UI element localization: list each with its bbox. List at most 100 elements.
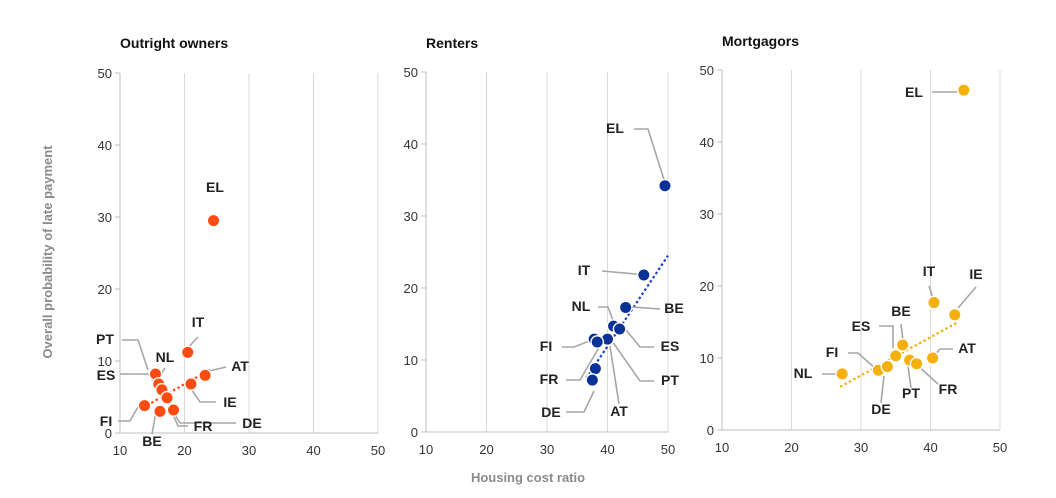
point-label-be: BE — [664, 300, 683, 316]
x-tick-label: 20 — [479, 442, 493, 457]
point-label-el: EL — [905, 84, 923, 100]
x-tick-label: 50 — [661, 442, 675, 457]
data-point-it — [636, 268, 651, 282]
y-tick-label: 30 — [404, 209, 418, 224]
leader-line-es — [625, 329, 654, 348]
leader-line-pt — [611, 340, 654, 382]
y-tick-label: 40 — [404, 137, 418, 152]
y-tick-label: 10 — [98, 354, 112, 369]
leader-line-fr — [566, 338, 605, 381]
x-tick-label: 30 — [854, 440, 868, 455]
y-tick-label: 30 — [98, 210, 112, 225]
y-tick-label: 50 — [700, 63, 714, 78]
panel-title: Renters — [426, 35, 478, 51]
data-point-nl — [835, 366, 850, 381]
x-tick-label: 10 — [715, 440, 729, 455]
panel-title: Mortgagors — [722, 33, 799, 49]
x-tick-label: 20 — [784, 440, 798, 455]
leader-line-de — [880, 375, 885, 404]
data-point-de — [880, 359, 895, 374]
point-label-at: AT — [958, 340, 976, 356]
y-tick-label: 0 — [105, 426, 112, 441]
data-point-ie — [184, 377, 198, 391]
point-label-be: BE — [891, 303, 910, 319]
point-label-it: IT — [923, 263, 936, 279]
point-label-ie: IE — [223, 394, 236, 410]
point-label-at: AT — [231, 358, 249, 374]
x-tick-label: 20 — [177, 443, 191, 458]
point-label-fi: FI — [100, 413, 112, 429]
point-label-be: BE — [142, 433, 161, 449]
panel-title: Outright owners — [120, 35, 228, 51]
point-label-nl: NL — [572, 298, 591, 314]
leader-line-el — [634, 128, 667, 187]
data-point-es — [612, 322, 627, 336]
point-label-pt: PT — [902, 385, 920, 401]
data-point-el — [956, 83, 971, 98]
data-point-it — [927, 295, 941, 310]
y-tick-label: 0 — [411, 425, 418, 440]
x-tick-label: 50 — [993, 440, 1007, 455]
leader-line-fi — [848, 352, 877, 370]
point-label-de: DE — [871, 401, 890, 417]
leader-line-pt — [907, 365, 912, 389]
data-point-be — [618, 300, 633, 315]
data-point-de — [585, 373, 600, 388]
point-label-fr: FR — [194, 418, 213, 434]
data-point-de — [160, 390, 174, 405]
x-tick-label: 10 — [419, 442, 433, 457]
x-axis-label: Housing cost ratio — [471, 470, 585, 485]
data-point-el — [658, 178, 672, 193]
data-point-ie — [947, 307, 962, 322]
point-label-fi: FI — [540, 338, 552, 354]
y-tick-label: 40 — [700, 135, 714, 150]
leader-line-fi — [562, 339, 593, 348]
point-label-ie: IE — [969, 266, 982, 282]
point-label-de: DE — [541, 404, 560, 420]
data-point-at — [590, 335, 605, 349]
y-tick-label: 50 — [98, 66, 112, 81]
leader-line-at — [609, 345, 620, 405]
point-label-fr: FR — [939, 381, 958, 397]
leader-line-ie — [188, 385, 216, 403]
leader-line-ie — [957, 286, 977, 309]
y-tick-label: 10 — [700, 351, 714, 366]
leader-line-de — [566, 390, 595, 413]
leader-line-be — [900, 323, 904, 341]
point-label-fi: FI — [826, 344, 838, 360]
data-point-fr — [909, 356, 924, 371]
x-tick-label: 40 — [306, 443, 320, 458]
point-label-es: ES — [97, 367, 116, 383]
data-point-es — [888, 348, 903, 363]
point-label-fr: FR — [540, 371, 559, 387]
y-tick-label: 20 — [404, 281, 418, 296]
y-tick-label: 20 — [98, 282, 112, 297]
x-tick-label: 30 — [242, 443, 256, 458]
point-label-at: AT — [610, 403, 628, 419]
y-tick-label: 0 — [707, 423, 714, 438]
point-label-pt: PT — [661, 372, 679, 388]
point-label-el: EL — [206, 179, 224, 195]
x-tick-label: 30 — [540, 442, 554, 457]
point-label-pt: PT — [96, 331, 114, 347]
x-tick-label: 50 — [371, 443, 385, 458]
data-point-el — [206, 213, 221, 228]
point-label-el: EL — [606, 120, 624, 136]
point-label-de: DE — [242, 415, 261, 431]
leader-line-nl — [598, 306, 615, 324]
x-tick-label: 10 — [113, 443, 127, 458]
data-point-be — [895, 338, 910, 352]
y-tick-label: 20 — [700, 279, 714, 294]
data-point-at — [925, 351, 940, 365]
leader-line-pt — [122, 339, 149, 371]
x-tick-label: 40 — [923, 440, 937, 455]
y-tick-label: 30 — [700, 207, 714, 222]
leader-line-fi — [118, 406, 139, 422]
data-point-it — [180, 345, 195, 360]
point-label-it: IT — [578, 262, 591, 278]
